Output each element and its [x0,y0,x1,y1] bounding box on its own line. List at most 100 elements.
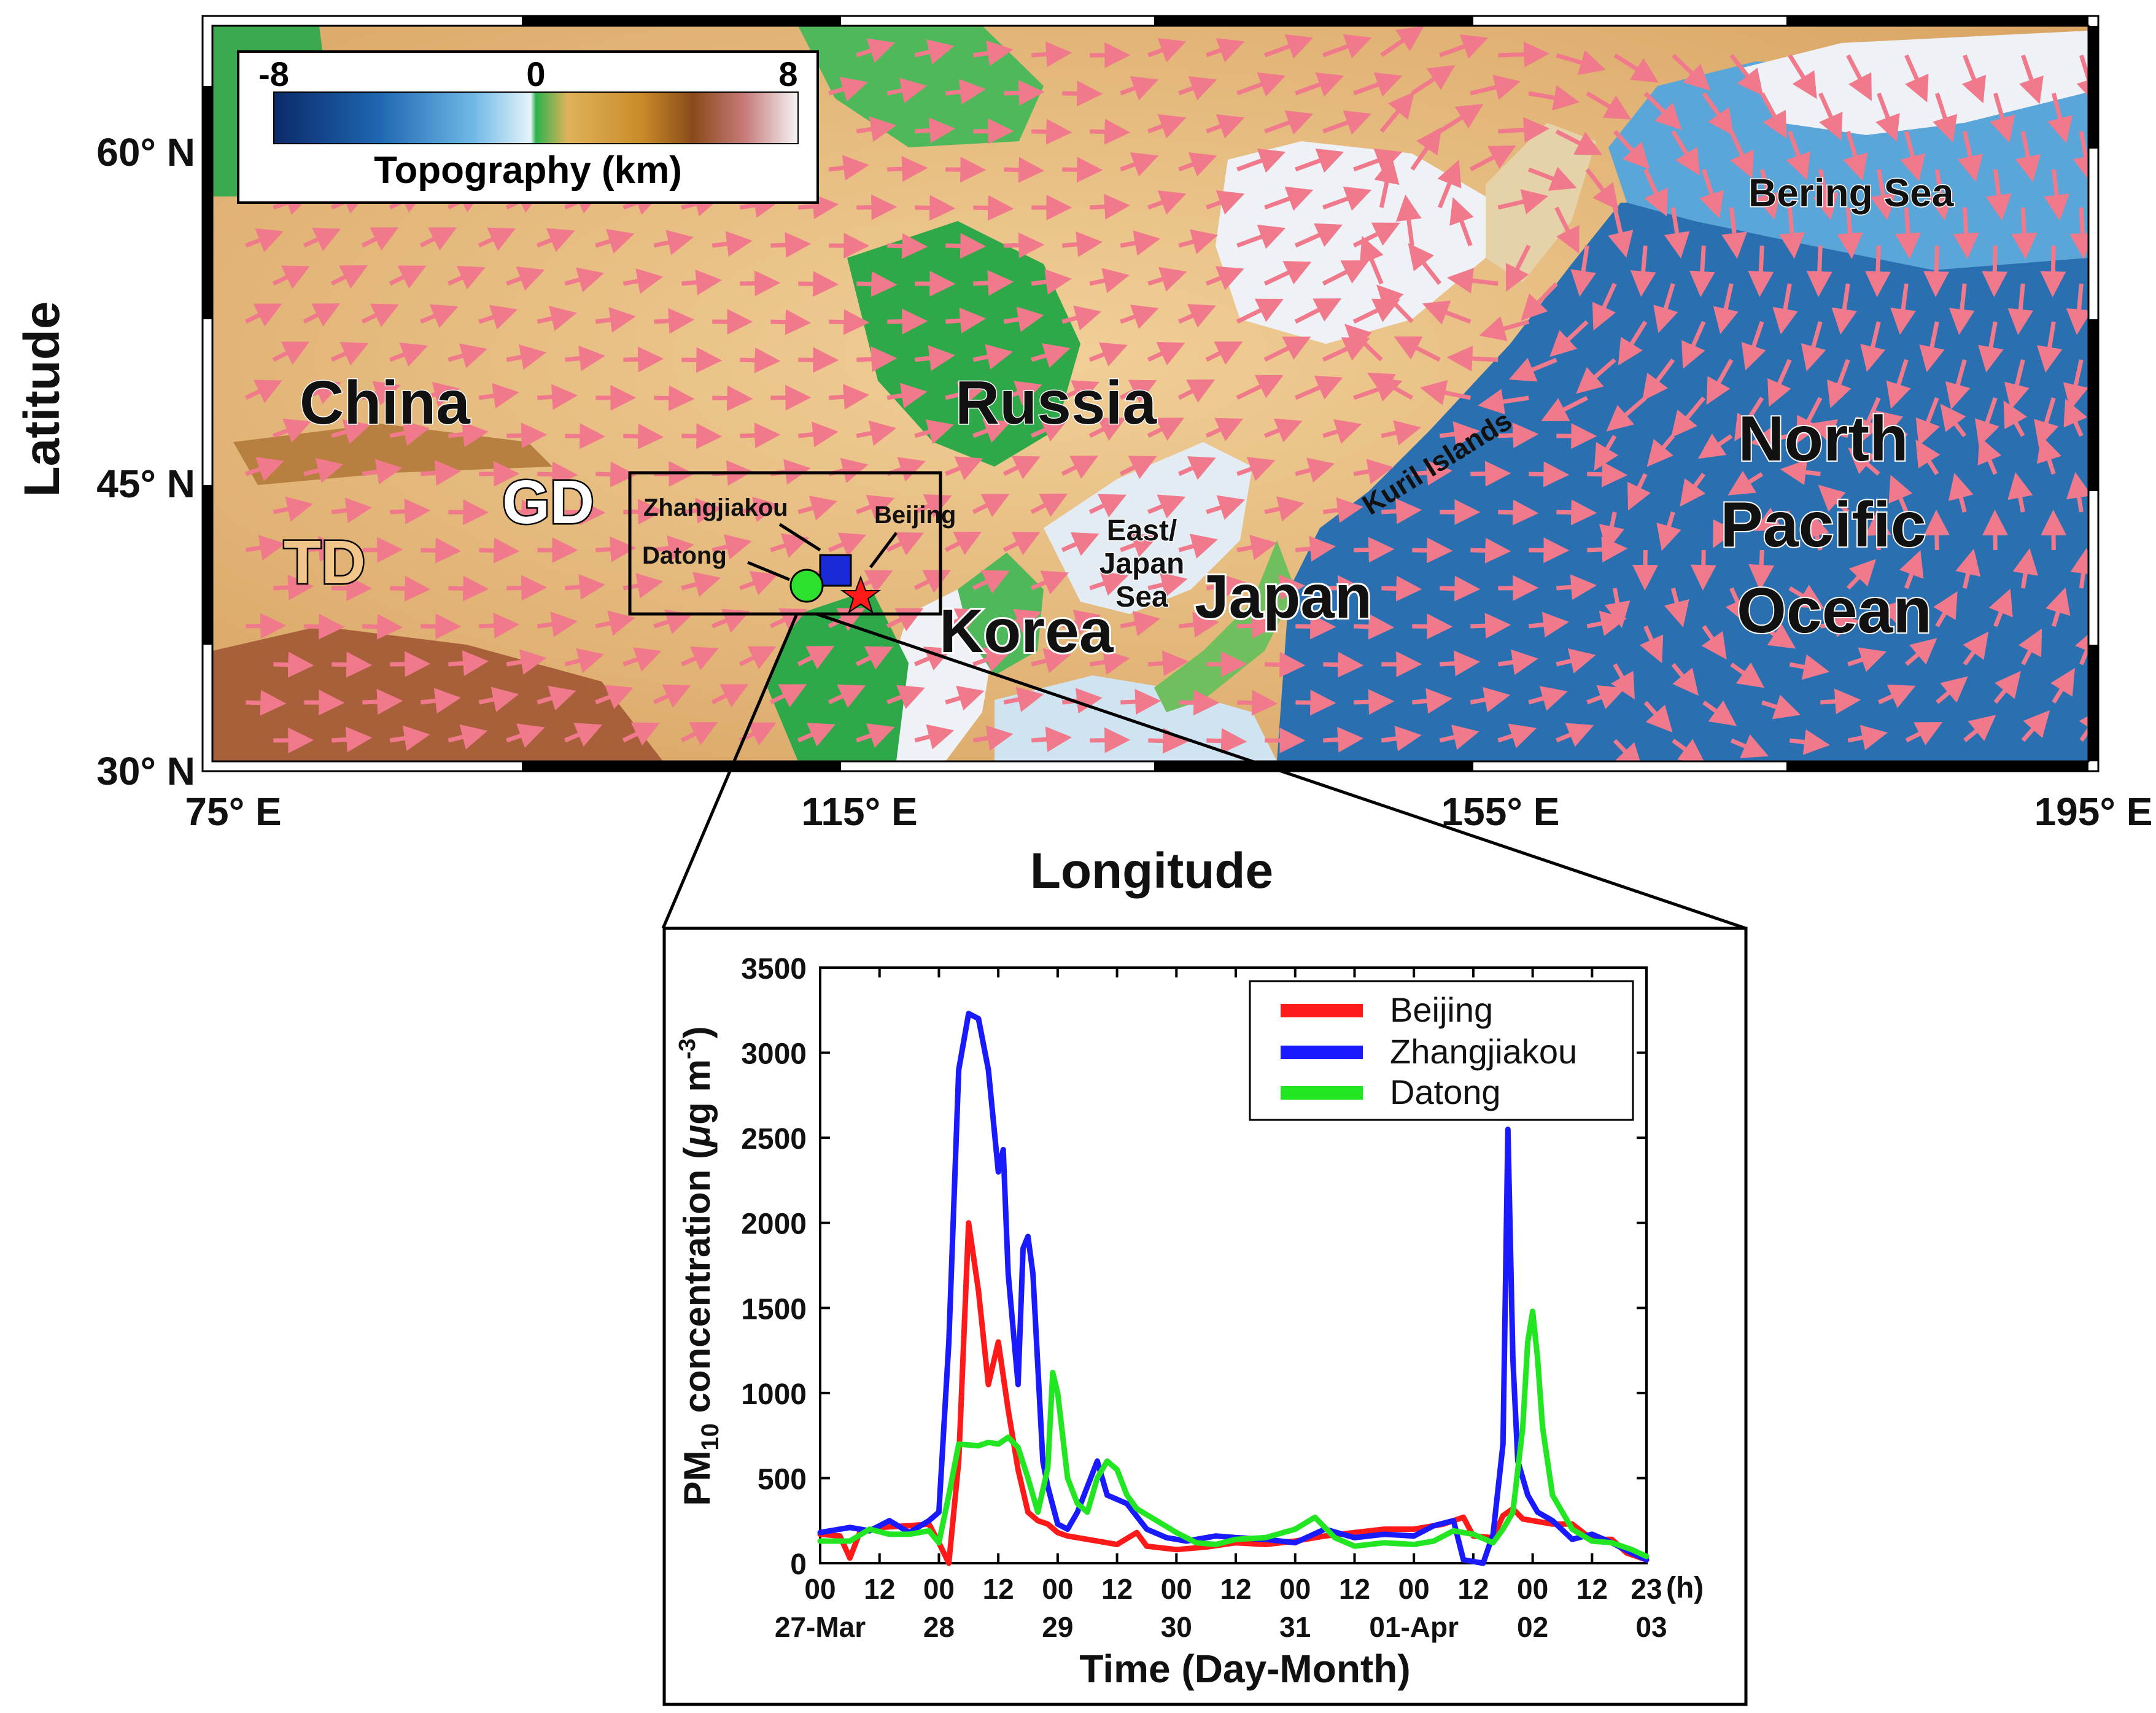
chart-xlabel: Time (Day-Month) [1079,1647,1410,1691]
wind-arrow [595,536,637,562]
x-axis-ticks: 00 12 00 12 00 12 00 12 00 12 00 12 00 12 23 27-Mar 28 29… [775,968,1667,1643]
wind-arrow [2011,207,2038,259]
colorbar-mid-label: 0 [526,55,545,93]
wind-arrow [1206,266,1244,290]
wind-arrow [420,688,461,714]
wind-arrow [1470,537,1511,564]
wind-arrow [1899,550,1924,589]
wind-arrow [945,157,987,183]
wind-arrow [244,303,282,327]
wind-arrow [1147,266,1187,292]
wind-arrow [914,345,955,371]
wind-arrow [1818,92,1843,141]
site-marker-zhangjiakou [819,554,852,587]
wind-arrow [1936,676,1968,704]
map-ytick-60: 60° N [96,130,195,174]
wind-arrow [389,265,427,289]
study-region-box [628,471,942,616]
wind-arrow [1831,283,1858,335]
wind-arrow [1643,91,1682,130]
wind-arrow [1856,397,1881,445]
x-hour-label: 00 [1279,1573,1311,1605]
wind-arrow [1322,260,1370,286]
wind-arrow [1440,575,1481,602]
wind-arrow [1498,575,1539,601]
wind-arrow [564,574,606,600]
wind-arrow [1449,197,1474,247]
wind-arrow [1809,419,1849,444]
y-tick-label: 2000 [741,1208,807,1241]
wind-arrow [1750,425,1790,451]
wind-arrow [1031,726,1072,753]
map-axes: 60° N 45° N 30° N 75° E 115° E 155° E 19… [14,130,2152,899]
wind-arrow [272,265,310,289]
wind-arrow [1003,306,1044,332]
wind-arrow [886,77,928,104]
wind-arrow [1725,587,1750,626]
wind-arrow [1653,283,1678,333]
wind-arrow [1408,243,1442,286]
wind-arrow [856,116,897,142]
wind-arrow [886,532,924,556]
ylabel-sub: 10 [697,1423,724,1451]
wind-arrow [913,647,952,670]
wind-arrow [1374,157,1400,208]
wind-arrow [1643,701,1673,732]
wind-arrow [390,499,431,524]
wind-arrow [448,724,488,750]
wind-arrow [1090,118,1131,145]
wind-arrow [1003,381,1042,405]
wind-arrow [1864,245,1891,297]
wind-arrow [1120,76,1159,101]
wind-arrow [330,341,369,366]
wind-arrow [245,457,284,482]
label-north-pacific-line1: North [1738,403,1908,475]
wind-arrow [797,723,836,747]
wind-arrow [304,689,345,716]
wind-arrow [1630,245,1656,297]
wind-arrow [330,265,368,289]
wind-arrow [2066,283,2088,335]
wind-arrow [973,195,1014,221]
ylabel-exp: -3 [675,1038,700,1059]
wind-arrow [1690,550,1716,591]
wind-arrow [1412,613,1453,640]
wind-arrow [1295,457,1335,483]
zoom-connectors [661,612,1747,930]
wind-arrow [1646,434,1675,467]
wind-arrow [886,685,925,709]
wind-arrow [1730,662,1765,688]
wind-arrow [2075,626,2088,666]
wind-arrow [506,499,548,526]
site-label-datong: Datong [642,542,727,569]
wind-arrow [390,575,431,602]
wind-arrow [2073,131,2088,182]
wind-arrow [1090,193,1131,220]
wind-arrow [1905,722,1943,745]
wind-arrow [1789,729,1830,755]
wind-arrow [389,725,430,752]
wind-arrow [2012,548,2038,589]
wind-arrow [2045,587,2071,627]
wind-arrow [1953,207,1979,259]
wind-arrow [1322,186,1372,211]
wind-arrow [1528,612,1569,638]
wind-arrow [1847,724,1888,750]
y-tick-label: 0 [790,1548,807,1581]
wind-arrow [1585,168,1619,211]
wind-arrow [595,228,635,254]
wind-arrow [1178,229,1219,254]
wind-arrow [1470,74,1521,100]
wind-arrow [1592,282,1617,331]
map-ylabel: Latitude [14,301,70,497]
x-hour-label: 00 [1398,1573,1430,1605]
wind-arrow [1088,418,1126,441]
wind-arrow [2015,131,2041,182]
wind-arrow [1702,700,1737,726]
wind-arrow [2007,472,2033,513]
wind-arrow [1410,127,1442,171]
wind-arrow [1438,104,1484,133]
wind-arrow [1730,734,1769,758]
wind-arrow [1061,380,1099,404]
wind-arrow [972,344,1014,370]
